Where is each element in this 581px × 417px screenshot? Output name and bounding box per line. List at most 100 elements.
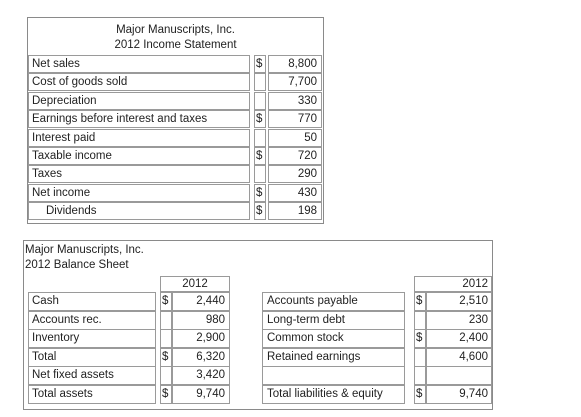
income-value-cell bbox=[268, 55, 322, 73]
income-statement-title: 2012 Income Statement bbox=[114, 39, 237, 51]
income-value-cell bbox=[268, 73, 322, 91]
asset-value: 980 bbox=[205, 314, 225, 326]
income-row-label: Taxable income bbox=[32, 150, 112, 162]
asset-dollar-cell bbox=[160, 292, 172, 311]
year-header-right: 2012 bbox=[462, 278, 488, 290]
year-header-cell-left bbox=[160, 276, 230, 292]
income-row-label: Earnings before interest and taxes bbox=[32, 113, 208, 125]
income-row-value: 198 bbox=[297, 205, 317, 217]
liability-dollar-sign: $ bbox=[416, 295, 423, 307]
income-row-value: 770 bbox=[297, 113, 317, 125]
asset-label: Total bbox=[32, 351, 57, 363]
liability-dollar-cell bbox=[414, 329, 426, 348]
liability-value-cell bbox=[426, 329, 492, 348]
asset-label-cell bbox=[28, 366, 156, 385]
liability-label: Total liabilities & equity bbox=[267, 388, 383, 400]
balance-sheet-title: 2012 Balance Sheet bbox=[25, 259, 129, 271]
asset-value: 2,440 bbox=[196, 295, 225, 307]
liability-value-cell bbox=[426, 292, 492, 311]
liability-dollar-sign: $ bbox=[416, 332, 423, 344]
income-dollar-sign: $ bbox=[256, 113, 263, 125]
balance-company-name: Major Manuscripts, Inc. bbox=[25, 244, 144, 256]
asset-dollar-cell bbox=[160, 366, 172, 385]
asset-label: Cash bbox=[32, 295, 59, 307]
income-value-cell bbox=[268, 129, 322, 147]
asset-value: 9,740 bbox=[196, 388, 225, 400]
income-value-cell bbox=[268, 147, 322, 165]
income-row-label-cell bbox=[28, 55, 250, 73]
liability-value-cell bbox=[426, 366, 492, 385]
income-row-label-cell bbox=[28, 165, 250, 183]
income-dollar-cell bbox=[254, 55, 266, 73]
income-row-label-cell bbox=[28, 110, 250, 128]
income-row-value: 720 bbox=[297, 150, 317, 162]
liability-value-cell bbox=[426, 385, 492, 404]
asset-value: 2,900 bbox=[196, 332, 225, 344]
liability-dollar-cell bbox=[414, 292, 426, 311]
liability-dollar-cell bbox=[414, 311, 426, 330]
income-row-value: 330 bbox=[297, 95, 317, 107]
income-value-cell bbox=[268, 202, 322, 220]
year-header-cell-right bbox=[414, 276, 492, 292]
liability-dollar-cell bbox=[414, 385, 426, 404]
income-row-label: Dividends bbox=[46, 205, 97, 217]
asset-label-cell bbox=[28, 292, 156, 311]
income-row-label-cell bbox=[28, 184, 250, 202]
income-row-value: 290 bbox=[297, 168, 317, 180]
income-row-label: Net income bbox=[32, 187, 91, 199]
income-row-label-cell bbox=[28, 129, 250, 147]
income-dollar-cell bbox=[254, 165, 266, 183]
asset-label-cell bbox=[28, 329, 156, 348]
asset-label: Inventory bbox=[32, 332, 80, 344]
asset-dollar-sign: $ bbox=[162, 351, 169, 363]
liability-label-cell bbox=[262, 329, 405, 348]
income-row-label: Taxes bbox=[32, 168, 63, 180]
income-dollar-cell bbox=[254, 73, 266, 91]
liability-label: Retained earnings bbox=[267, 351, 361, 363]
asset-label: Accounts rec. bbox=[32, 314, 102, 326]
income-row-label: Net sales bbox=[32, 58, 80, 70]
asset-label-cell bbox=[28, 385, 156, 404]
asset-value-cell bbox=[172, 329, 230, 348]
income-row-label-cell bbox=[28, 202, 250, 220]
asset-dollar-cell bbox=[160, 311, 172, 330]
asset-value-cell bbox=[172, 366, 230, 385]
income-row-label-cell bbox=[28, 73, 250, 91]
income-dollar-cell bbox=[254, 110, 266, 128]
income-dollar-cell bbox=[254, 92, 266, 110]
asset-value-cell bbox=[172, 292, 230, 311]
asset-label: Total assets bbox=[32, 388, 93, 400]
income-dollar-cell bbox=[254, 147, 266, 165]
income-dollar-sign: $ bbox=[256, 187, 263, 199]
liability-label-cell bbox=[262, 292, 405, 311]
liability-value: 2,510 bbox=[459, 295, 488, 307]
income-row-label-cell bbox=[28, 147, 250, 165]
income-value-cell bbox=[268, 184, 322, 202]
income-value-cell bbox=[268, 110, 322, 128]
income-row-label: Cost of goods sold bbox=[32, 76, 128, 88]
liability-dollar-cell bbox=[414, 366, 426, 385]
asset-value: 6,320 bbox=[196, 351, 225, 363]
income-row-value: 8,800 bbox=[288, 58, 317, 70]
liability-value: 4,600 bbox=[459, 351, 488, 363]
income-row-label-cell bbox=[28, 92, 250, 110]
liability-label: Long-term debt bbox=[267, 314, 345, 326]
income-dollar-cell bbox=[254, 202, 266, 220]
liability-label: Accounts payable bbox=[267, 295, 358, 307]
income-value-cell bbox=[268, 92, 322, 110]
liability-dollar-sign: $ bbox=[416, 388, 423, 400]
balance-sheet-table bbox=[23, 240, 493, 410]
asset-dollar-cell bbox=[160, 329, 172, 348]
asset-value-cell bbox=[172, 385, 230, 404]
liability-label-cell bbox=[262, 385, 405, 404]
income-row-value: 7,700 bbox=[288, 76, 317, 88]
income-company-name: Major Manuscripts, Inc. bbox=[116, 24, 235, 36]
liability-dollar-cell bbox=[414, 348, 426, 367]
liability-label-cell bbox=[262, 366, 405, 385]
liability-value: 2,400 bbox=[459, 332, 488, 344]
asset-value: 3,420 bbox=[196, 369, 225, 381]
liability-label: Common stock bbox=[267, 332, 344, 344]
income-dollar-sign: $ bbox=[256, 150, 263, 162]
income-row-label: Depreciation bbox=[32, 95, 97, 107]
asset-dollar-cell bbox=[160, 385, 172, 404]
